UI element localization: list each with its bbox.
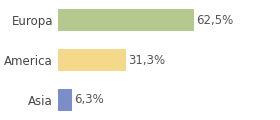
Text: 6,3%: 6,3% (74, 93, 103, 106)
Bar (58, 9, 194, 31)
Text: 31,3%: 31,3% (128, 54, 165, 66)
Text: 62,5%: 62,5% (196, 14, 234, 27)
Bar (58, 89, 71, 111)
Bar (58, 49, 126, 71)
